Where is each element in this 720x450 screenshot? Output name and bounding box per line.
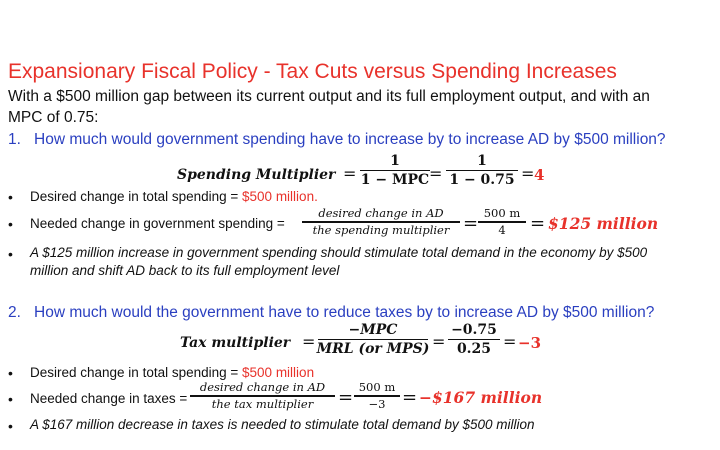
needed-tax-fraction: desired change in AD the tax multiplier	[190, 380, 335, 411]
q1-bullet-1: Desired change in total spending = $500 …	[30, 189, 318, 204]
needed-spending-result: $125 million	[548, 214, 659, 233]
intro-line-1: With a $500 million gap between its curr…	[8, 88, 650, 105]
needed-spending-fraction: desired change in AD the spending multip…	[302, 206, 460, 237]
numerator: 1	[390, 153, 400, 169]
fraction-bar	[190, 395, 335, 397]
numerator: desired change in AD	[318, 206, 444, 220]
question-2-number: 2.	[8, 304, 21, 321]
tax-fraction-1: −MPC MRL (or MPS)	[316, 322, 430, 358]
bullet: •	[8, 418, 13, 434]
q2-bullet-3-line-1: A $167 million decrease in taxes is need…	[30, 417, 535, 432]
spending-fraction-2: 1 1 − 0.75	[446, 153, 518, 188]
bullet: •	[8, 391, 13, 407]
denominator: 0.25	[456, 341, 492, 358]
q2-bullet-1-value: $500 million	[242, 365, 315, 380]
fraction-bar	[446, 170, 518, 172]
question-2: 2. How much would the government have to …	[8, 304, 654, 322]
fraction-bar	[478, 221, 526, 223]
fraction-bar	[302, 221, 460, 223]
denominator: the spending multiplier	[312, 222, 450, 237]
question-1-text: How much would government spending have …	[34, 131, 666, 148]
intro-line-2: MPC of 0.75:	[8, 109, 99, 126]
equals-sign: =	[463, 213, 479, 234]
tax-multiplier-label: Tax multiplier	[180, 335, 291, 351]
bullet: •	[8, 246, 13, 262]
equals-sign: =	[503, 332, 517, 351]
q1-bullet-1-value: $500 million.	[242, 189, 318, 204]
denominator: the tax multiplier	[211, 396, 314, 411]
question-2-text: How much would the government have to re…	[34, 304, 655, 321]
equals-sign: =	[343, 164, 357, 183]
bullet: •	[8, 216, 13, 232]
equals-sign: =	[530, 213, 546, 234]
needed-tax-result: −$167 million	[419, 388, 543, 407]
denominator: 4	[498, 222, 506, 237]
spending-fraction-1: 1 1 − MPC	[360, 153, 430, 188]
q2-bullet-1-text: Desired change in total spending =	[30, 365, 243, 380]
needed-tax-values: 500 m −3	[354, 380, 400, 411]
equals-sign: =	[302, 332, 316, 351]
tax-multiplier-result: −3	[518, 334, 542, 352]
needed-spending-values: 500 m 4	[478, 206, 526, 237]
page-title: Expansionary Fiscal Policy - Tax Cuts ve…	[8, 60, 617, 83]
numerator: −MPC	[348, 322, 398, 338]
spending-multiplier-result: 4	[534, 166, 545, 184]
equals-sign: =	[402, 387, 418, 408]
numerator: 1	[477, 153, 487, 169]
numerator: 500 m	[483, 206, 521, 220]
numerator: −0.75	[451, 322, 497, 338]
equals-sign: =	[521, 164, 535, 183]
denominator: 1 − MPC	[360, 172, 430, 189]
q1-bullet-1-text: Desired change in total spending =	[30, 189, 243, 204]
numerator: desired change in AD	[199, 380, 326, 394]
fraction-bar	[354, 395, 400, 397]
equals-sign: =	[338, 387, 354, 408]
bullet: •	[8, 365, 13, 381]
question-1: 1. How much would government spending hav…	[8, 131, 666, 149]
q1-bullet-3-line-2: million and shift AD back to its full em…	[30, 263, 340, 278]
denominator: 1 − 0.75	[449, 172, 515, 189]
equals-sign: =	[432, 332, 446, 351]
equals-sign: =	[429, 164, 443, 183]
q2-bullet-1: Desired change in total spending = $500 …	[30, 365, 314, 380]
tax-fraction-2: −0.75 0.25	[448, 322, 500, 357]
spending-multiplier-label: Spending Multiplier	[177, 167, 336, 183]
numerator: 500 m	[358, 380, 396, 394]
fraction-bar	[360, 170, 430, 172]
fraction-bar	[318, 339, 428, 341]
q2-bullet-2-text: Needed change in taxes =	[30, 391, 188, 406]
bullet: •	[8, 189, 13, 205]
q1-bullet-3-line-1: A $125 million increase in government sp…	[30, 245, 648, 260]
denominator: −3	[368, 396, 386, 411]
fraction-bar	[448, 339, 500, 341]
q1-bullet-2-text: Needed change in government spending =	[30, 216, 285, 231]
question-1-number: 1.	[8, 131, 21, 148]
denominator: MRL (or MPS)	[316, 341, 430, 358]
